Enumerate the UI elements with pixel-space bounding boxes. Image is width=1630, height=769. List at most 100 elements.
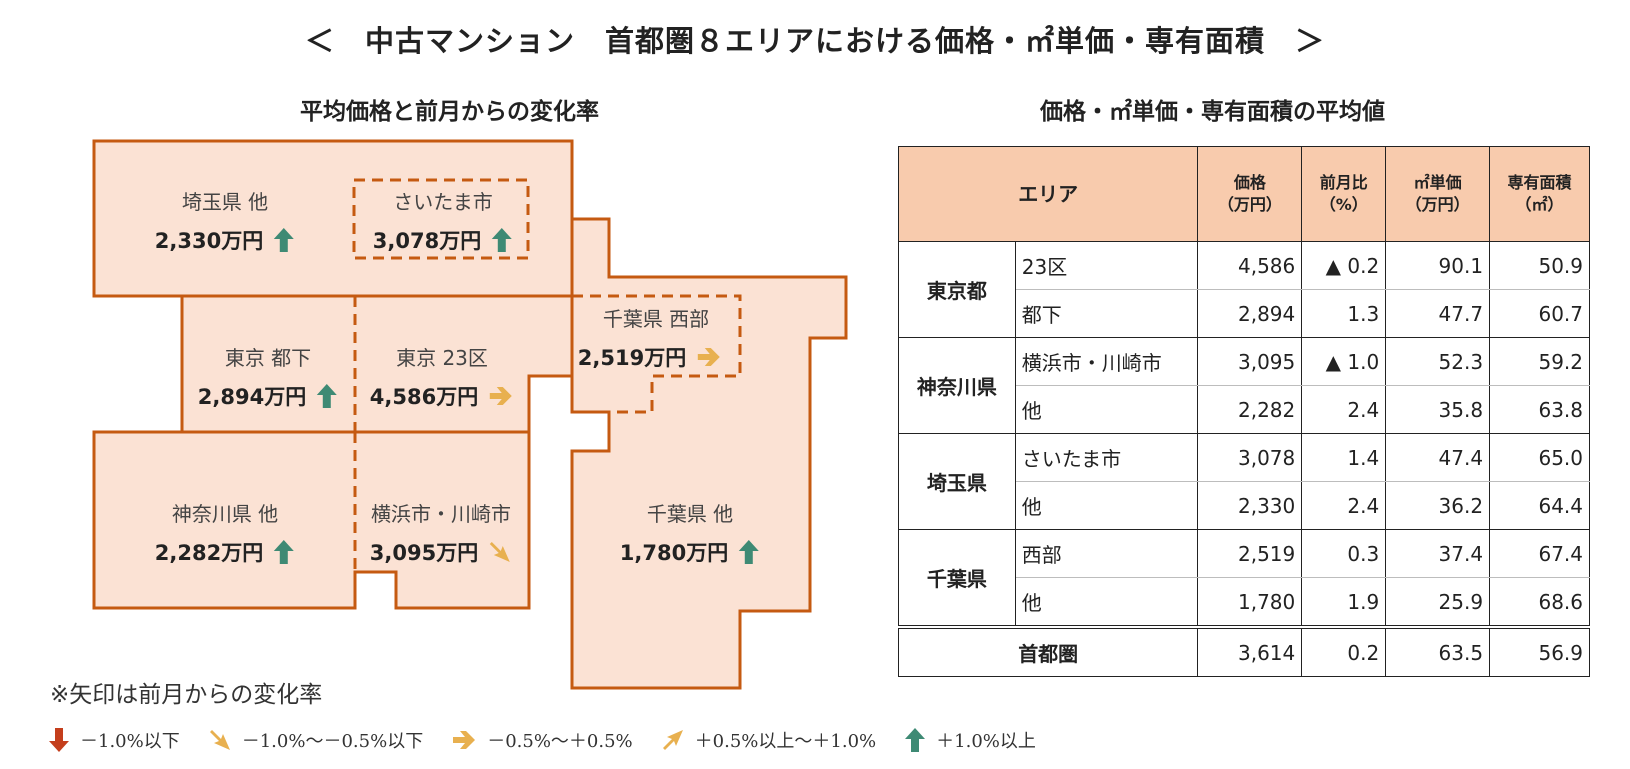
- price-cell: 2,282: [1197, 385, 1303, 434]
- legend: －1.0%以下 －1.0%～－0.5%以下 －0.5%～＋0.5% ＋0.5%以…: [48, 727, 1064, 753]
- header-unit-price: ㎡単価 （万円）: [1385, 146, 1491, 242]
- header-change: 前月比 （%）: [1301, 146, 1387, 242]
- header-price: 価格 （万円）: [1197, 146, 1303, 242]
- region-price: 2,519万円: [578, 342, 722, 372]
- region-label: 神奈川県 他: [171, 502, 279, 526]
- up-arrow-icon: [492, 228, 513, 252]
- region-label: 千葉県 西部: [602, 307, 710, 331]
- floor-area-cell: 68.6: [1489, 577, 1590, 628]
- total-label: 首都圏: [897, 625, 1199, 677]
- legend-item: ＋1.0%以上: [904, 727, 1036, 753]
- up-right-arrow-icon: [662, 730, 683, 750]
- region-price: 1,780万円: [620, 537, 760, 567]
- price-cell: 2,519: [1197, 529, 1303, 578]
- up-arrow-icon: [274, 540, 295, 564]
- right-arrow-icon: [698, 348, 721, 366]
- price-cell: 1,780: [1197, 577, 1303, 628]
- sub-area-cell: さいたま市: [1014, 433, 1199, 482]
- change-cell: 1.3: [1301, 289, 1387, 338]
- table-row: 他 1,780 1.9 25.9 68.6: [899, 577, 1590, 628]
- header-floor-area: 専有面積 （㎡）: [1489, 146, 1590, 242]
- price-cell: 3,095: [1197, 337, 1303, 386]
- area-map: [92, 139, 848, 690]
- change-cell: 2.4: [1301, 385, 1387, 434]
- price-cell: 2,330: [1197, 481, 1303, 530]
- table-row: 他 2,282 2.4 35.8 63.8: [899, 385, 1590, 434]
- total-row: 首都圏 3,614 0.2 63.5 56.9: [897, 625, 1590, 677]
- sub-area-cell: 他: [1014, 577, 1199, 628]
- sub-area-cell: 他: [1014, 385, 1199, 434]
- change-cell: ▲ 1.0: [1301, 337, 1387, 386]
- region-price: 4,586万円: [370, 381, 514, 411]
- unit-price-cell: 37.4: [1385, 529, 1491, 578]
- right-arrow-icon: [453, 731, 476, 749]
- region-label: 東京 都下: [224, 346, 312, 370]
- change-cell: 1.9: [1301, 577, 1387, 628]
- floor-area-cell: 67.4: [1489, 529, 1590, 578]
- page-title: ＜ 中古マンション 首都圏８エリアにおける価格・㎡単価・専有面積 ＞: [304, 24, 1325, 58]
- unit-price-cell: 52.3: [1385, 337, 1491, 386]
- region-price: 3,095万円: [370, 537, 512, 567]
- floor-area-cell: 60.7: [1489, 289, 1590, 338]
- legend-item: －1.0%～－0.5%以下: [208, 727, 423, 753]
- unit-price-cell: 36.2: [1385, 481, 1491, 530]
- change-cell: 2.4: [1301, 481, 1387, 530]
- table-row: 埼玉県 さいたま市 3,078 1.4 47.4 65.0: [898, 433, 1590, 530]
- price-cell: 3,078: [1197, 433, 1303, 482]
- unit-price-cell: 35.8: [1385, 385, 1491, 434]
- unit-price-cell: 63.5: [1385, 625, 1491, 677]
- down-right-arrow-icon: [209, 730, 230, 750]
- price-cell: 4,586: [1197, 241, 1303, 290]
- region-price: 2,330万円: [155, 225, 295, 255]
- region-label: 千葉県 他: [646, 502, 734, 526]
- change-cell: 0.3: [1301, 529, 1387, 578]
- unit-price-cell: 47.7: [1385, 289, 1491, 338]
- region-kanagawa: [92, 430, 531, 610]
- up-arrow-icon: [317, 384, 338, 408]
- pref-cell: 神奈川県: [898, 337, 1016, 434]
- table-row: 千葉県 西部 2,519 0.3 37.4 67.4: [898, 529, 1590, 628]
- pref-cell: 埼玉県: [898, 433, 1016, 530]
- legend-item: －1.0%以下: [48, 727, 180, 753]
- up-arrow-icon: [905, 728, 926, 752]
- region-label: さいたま市: [393, 190, 493, 214]
- sub-area-cell: 都下: [1014, 289, 1199, 338]
- region-label: 埼玉県 他: [181, 190, 269, 214]
- sub-area-cell: 西部: [1014, 529, 1199, 578]
- legend-note: ※矢印は前月からの変化率: [50, 682, 323, 708]
- legend-item: ＋0.5%以上～＋1.0%: [661, 727, 876, 753]
- floor-area-cell: 65.0: [1489, 433, 1590, 482]
- sub-area-cell: 23区: [1014, 241, 1199, 290]
- table-row: 神奈川県 横浜市・川崎市 3,095 ▲ 1.0 52.3 59.2: [898, 337, 1590, 434]
- header-area: エリア: [897, 146, 1199, 242]
- change-cell: 0.2: [1301, 625, 1387, 677]
- region-saitama: [92, 139, 574, 298]
- table-title: 価格・㎡単価・専有面積の平均値: [1040, 99, 1385, 125]
- up-arrow-icon: [274, 228, 295, 252]
- down-right-arrow-icon: [490, 542, 511, 562]
- map-title: 平均価格と前月からの変化率: [300, 99, 599, 125]
- floor-area-cell: 50.9: [1489, 241, 1590, 290]
- unit-price-cell: 47.4: [1385, 433, 1491, 482]
- region-label: 横浜市・川崎市: [371, 502, 511, 526]
- region-price: 3,078万円: [373, 225, 513, 255]
- floor-area-cell: 56.9: [1489, 625, 1590, 677]
- chiba-west-boundary: [572, 294, 742, 414]
- change-cell: ▲ 0.2: [1301, 241, 1387, 290]
- floor-area-cell: 59.2: [1489, 337, 1590, 386]
- floor-area-cell: 64.4: [1489, 481, 1590, 530]
- region-price: 2,282万円: [155, 537, 295, 567]
- pref-cell: 東京都: [898, 241, 1016, 338]
- table-header-row: エリア 価格 （万円） 前月比 （%） ㎡単価 （万円） 専有面積 （㎡）: [897, 146, 1590, 242]
- region-chiba: [570, 217, 848, 690]
- region-label: 東京 23区: [396, 346, 488, 370]
- price-cell: 2,894: [1197, 289, 1303, 338]
- sub-area-cell: 他: [1014, 481, 1199, 530]
- sub-area-cell: 横浜市・川崎市: [1014, 337, 1199, 386]
- change-cell: 1.4: [1301, 433, 1387, 482]
- right-arrow-icon: [490, 387, 513, 405]
- price-cell: 3,614: [1197, 625, 1303, 677]
- legend-item: －0.5%～＋0.5%: [451, 727, 633, 753]
- floor-area-cell: 63.8: [1489, 385, 1590, 434]
- pref-cell: 千葉県: [898, 529, 1016, 628]
